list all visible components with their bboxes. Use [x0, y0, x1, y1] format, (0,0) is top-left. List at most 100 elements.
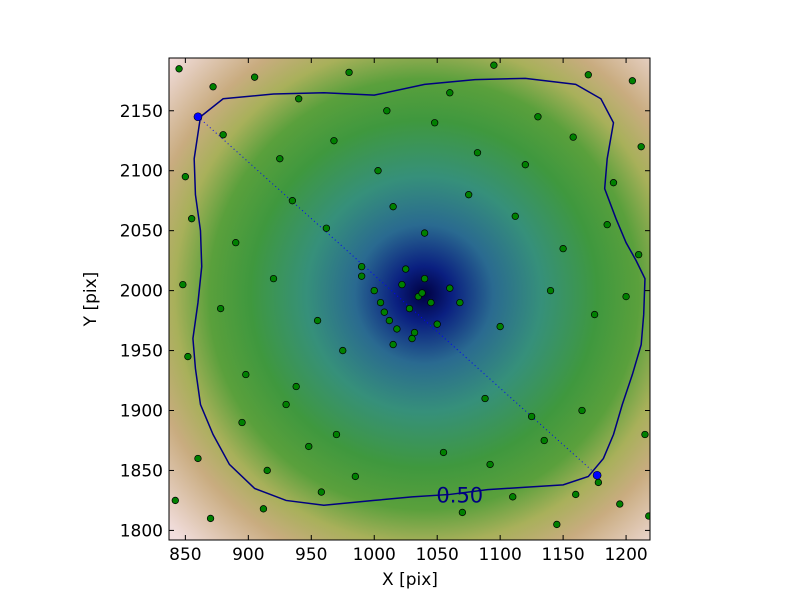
scatter-point: [594, 478, 603, 487]
x-tick-label: 1200: [604, 545, 647, 565]
scatter-point: [590, 310, 599, 319]
scatter-point: [628, 77, 637, 85]
scatter-point: [242, 370, 250, 379]
scatter-point: [380, 308, 388, 316]
scatter-point: [181, 173, 190, 181]
scatter-point: [481, 394, 489, 403]
scatter-point: [292, 382, 300, 391]
scatter-point: [641, 430, 649, 439]
scatter-point: [546, 286, 555, 295]
scatter-point: [572, 490, 580, 499]
marker-link: [197, 116, 598, 476]
scatter-point: [427, 298, 435, 307]
scatter-point: [330, 137, 338, 145]
scatter-point: [473, 149, 482, 157]
contour-line: [192, 77, 646, 506]
scatter-point: [288, 197, 297, 205]
x-tick-label: 1150: [541, 545, 584, 565]
marker-point: [592, 470, 602, 480]
scatter-point: [322, 224, 331, 232]
x-tick-label: 1000: [353, 545, 396, 565]
plot-area: 0.50: [171, 61, 650, 529]
scatter-point: [370, 286, 378, 295]
scatter-point: [578, 406, 586, 415]
scatter-point: [527, 412, 536, 421]
scatter-point: [250, 73, 259, 81]
scatter-point: [171, 496, 179, 505]
scatter-point: [295, 95, 303, 103]
scatter-point: [282, 400, 290, 409]
scatter-point: [622, 292, 630, 301]
scatter-point: [410, 328, 419, 337]
scatter-point: [389, 340, 397, 349]
scatter-point: [420, 274, 429, 283]
frame: [168, 57, 651, 541]
scatter-point: [420, 229, 429, 237]
scatter-point: [456, 298, 464, 307]
y-axis-label: Y [pix]: [81, 272, 101, 328]
scatter-point: [238, 418, 246, 427]
y-tick-label: 1800: [120, 521, 163, 541]
x-tick-label: 950: [295, 545, 327, 565]
x-tick-label: 1050: [416, 545, 459, 565]
y-tick-label: 1900: [120, 402, 163, 422]
scatter-point: [188, 215, 196, 223]
scatter-point: [374, 167, 382, 175]
scatter-point: [232, 238, 240, 247]
scatter-point: [645, 512, 650, 520]
scatter-point: [616, 500, 624, 508]
scatter-point: [398, 280, 406, 289]
y-tick-label: 2100: [120, 162, 163, 182]
scatter-point: [206, 514, 215, 523]
scatter-point: [521, 161, 529, 169]
scatter-point: [584, 71, 592, 79]
scatter-point: [393, 325, 401, 333]
scatter-point: [389, 203, 397, 211]
scatter-point: [259, 505, 268, 513]
scatter-point: [509, 493, 517, 501]
scatter-point: [194, 454, 202, 463]
scatter-point: [358, 272, 366, 280]
x-tick-label: 1100: [479, 545, 522, 565]
scatter-point: [276, 155, 284, 163]
scatter-point: [569, 133, 577, 141]
scatter-point: [635, 250, 643, 259]
scatter-point: [179, 280, 187, 289]
scatter-point: [385, 316, 394, 325]
scatter-point: [332, 430, 341, 439]
scatter-point: [339, 346, 347, 355]
scatter-point: [446, 284, 454, 292]
scatter-point: [418, 289, 426, 297]
heatmap: [169, 58, 650, 540]
scatter-point: [209, 83, 217, 91]
scatter-point: [496, 322, 504, 331]
scatter-point: [465, 191, 473, 199]
scatter-point: [540, 436, 548, 445]
scatter-point: [175, 65, 183, 73]
scatter-point: [305, 442, 313, 451]
scatter-point: [269, 274, 278, 283]
contour-label: 0.50: [436, 483, 483, 507]
scatter-point: [405, 304, 414, 313]
y-tick-label: 2050: [120, 222, 163, 242]
scatter-point: [637, 143, 645, 151]
scatter-point: [408, 334, 416, 343]
scatter-point: [439, 448, 448, 457]
scatter-point: [534, 113, 542, 121]
scatter-point: [263, 466, 271, 475]
y-tick-label: 2150: [120, 102, 163, 122]
scatter-point: [603, 221, 611, 229]
scatter-point: [553, 520, 561, 529]
scatter-point: [317, 488, 326, 496]
scatter-point: [490, 61, 498, 69]
x-tick-label: 850: [169, 545, 201, 565]
scatter-point: [431, 119, 439, 127]
scatter-point: [511, 212, 519, 220]
x-axis-label: X [pix]: [382, 570, 438, 590]
scatter-point: [383, 107, 391, 115]
scatter-point: [402, 265, 410, 273]
scatter-point: [358, 262, 366, 271]
scatter-point: [559, 244, 567, 253]
scatter-point: [486, 460, 494, 469]
